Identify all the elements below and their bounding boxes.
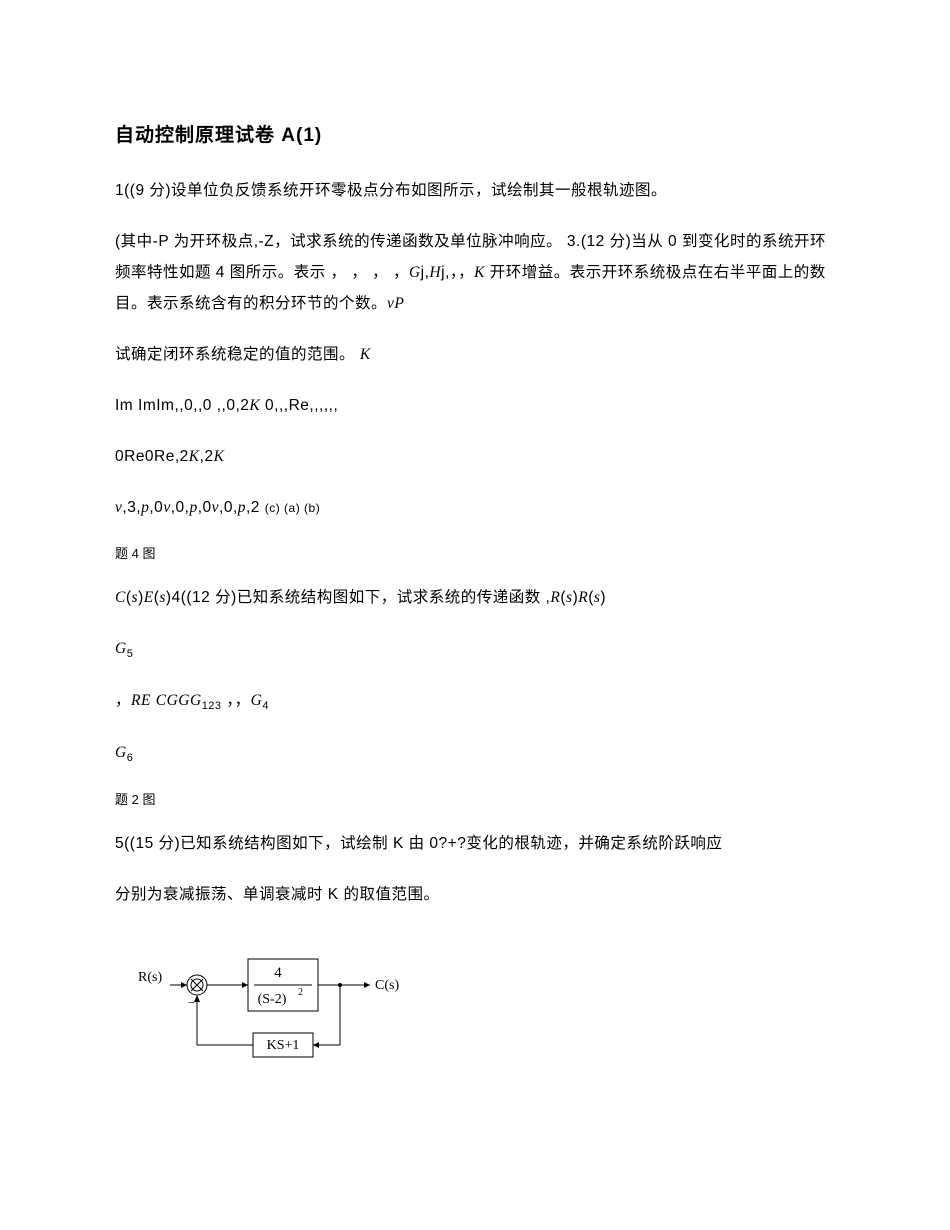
p7-c: C <box>115 589 126 606</box>
paragraph-3: 试确定闭环系统稳定的值的范围。 K <box>115 339 835 370</box>
p6-v2: v <box>163 499 170 516</box>
p10-6: 6 <box>127 752 134 764</box>
p2-k: K <box>474 264 485 281</box>
p3-k: K <box>360 346 371 363</box>
p6-p2: p <box>189 499 197 516</box>
p8-g: G <box>115 640 127 657</box>
p7-r2: R <box>578 589 588 606</box>
p2-vp: vP <box>387 295 404 312</box>
paragraph-5: 0Re0Re,2K,2K <box>115 441 835 472</box>
p7-text: 4((12 分)已知系统结构图如下，试求系统的传递函数 , <box>172 589 551 606</box>
p8-5: 5 <box>127 648 134 660</box>
p4-k: K <box>249 397 260 414</box>
p9-t1: ， <box>115 692 131 709</box>
rs-label: R(s) <box>138 970 162 985</box>
paragraph-7: C(s)E(s)4((12 分)已知系统结构图如下，试求系统的传递函数 ,R(s… <box>115 582 835 613</box>
p2-hj: H <box>429 264 441 281</box>
paragraph-6: v,3,p,0v,0,p,0v,0,p,2 (c) (a) (b) <box>115 492 835 523</box>
paragraph-4: Im ImIm,,0,,0 ,,0,2K 0,,,Re,,,,,, <box>115 390 835 421</box>
paragraph-1: 1((9 分)设单位负反馈系统开环零极点分布如图所示，试绘制其一般根轨迹图。 <box>115 175 835 206</box>
p3-text: 试确定闭环系统稳定的值的范围。 <box>115 346 360 363</box>
block1-exp: 2 <box>298 987 303 998</box>
p5-mid: ,2 <box>200 448 214 465</box>
cs-label: C(s) <box>375 978 399 993</box>
p9-cggg: CGGG <box>156 692 202 709</box>
p9-g: G <box>251 692 263 709</box>
p6-labels: (c) (a) (b) <box>265 501 321 515</box>
page-title: 自动控制原理试卷 A(1) <box>115 120 835 147</box>
block2-label: KS+1 <box>267 1038 300 1053</box>
p6-t1: ,3, <box>122 499 141 516</box>
p4-text: Im ImIm,,0,,0 ,,0,2 <box>115 397 249 414</box>
control-diagram-svg: R(s) − 4 (S-2) 2 C(s) KS+1 <box>130 945 430 1085</box>
paragraph-2: (其中-P 为开环极点,-Z，试求系统的传递函数及单位脉冲响应。 3.(12 分… <box>115 226 835 319</box>
block1-den: (S-2) <box>258 992 287 1007</box>
p7-c4: ) <box>600 589 606 606</box>
p9-4: 4 <box>262 700 269 712</box>
p2-j2: j,，， <box>441 264 474 281</box>
p6-t4: ,0 <box>198 499 212 516</box>
p6-p3: p <box>238 499 246 516</box>
paragraph-9: ，RE CGGG123 ，，G4 <box>115 685 835 717</box>
block-diagram: R(s) − 4 (S-2) 2 C(s) KS+1 <box>130 945 835 1090</box>
minus-label: − <box>188 995 195 1010</box>
p5-k1: K <box>189 448 200 465</box>
paragraph-8: G5 <box>115 633 835 665</box>
block1-num: 4 <box>274 965 282 981</box>
p5-k2: K <box>214 448 225 465</box>
p9-123: 123 <box>202 700 222 712</box>
p10-g: G <box>115 744 127 761</box>
p6-v3: v <box>212 499 219 516</box>
p6-t3: ,0, <box>171 499 190 516</box>
p9-re: RE <box>131 692 151 709</box>
paragraph-11: 5((15 分)已知系统结构图如下，试绘制 K 由 0?+?变化的根轨迹，并确定… <box>115 828 835 859</box>
figure-2-label: 题 2 图 <box>115 789 835 808</box>
p6-t2: ,0 <box>149 499 163 516</box>
p5-t1: 0Re0Re,2 <box>115 448 189 465</box>
p7-e: E <box>144 589 154 606</box>
p7-r1: R <box>550 589 560 606</box>
paragraph-10: G6 <box>115 737 835 769</box>
p2-gj: G <box>409 264 421 281</box>
p6-t5: ,0, <box>219 499 238 516</box>
p6-t6: ,2 <box>246 499 265 516</box>
p9-t3: ，， <box>222 692 251 709</box>
paragraph-12: 分别为衰减振荡、单调衰减时 K 的取值范围。 <box>115 879 835 910</box>
p4-rest: 0,,,Re,,,,,, <box>260 397 338 414</box>
figure-4-label: 题 4 图 <box>115 543 835 562</box>
